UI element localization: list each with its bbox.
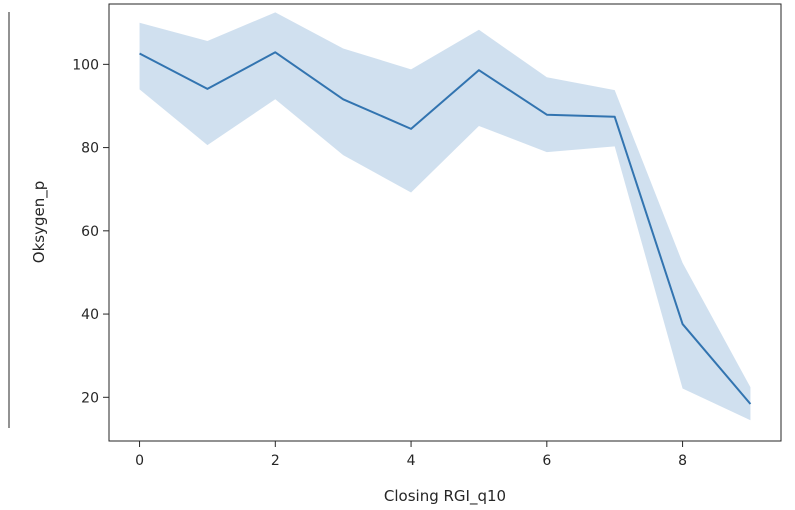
x-tick-label: 8 xyxy=(678,453,687,469)
x-tick-label: 0 xyxy=(135,453,144,469)
plot-frame xyxy=(108,3,782,442)
x-tick-label: 6 xyxy=(542,453,551,469)
y-tick-label: 100 xyxy=(72,57,99,73)
y-axis: 20 40 60 80 100 xyxy=(72,57,109,406)
y-tick-label: 20 xyxy=(81,390,99,406)
confidence-band xyxy=(139,12,751,421)
y-tick-label: 60 xyxy=(81,224,99,240)
x-tick-label: 2 xyxy=(271,453,280,469)
series-line xyxy=(139,51,752,405)
x-axis-title: Closing RGI_q10 xyxy=(384,487,506,506)
y-tick-label: 40 xyxy=(81,307,99,323)
y-axis-title: Oksygen_p xyxy=(30,181,49,263)
confidence-band-layer xyxy=(139,12,751,421)
y-tick-label: 80 xyxy=(81,141,99,157)
series-line-layer xyxy=(139,51,752,405)
x-tick-label: 4 xyxy=(407,453,416,469)
x-axis: 0 2 4 6 8 xyxy=(135,441,687,469)
